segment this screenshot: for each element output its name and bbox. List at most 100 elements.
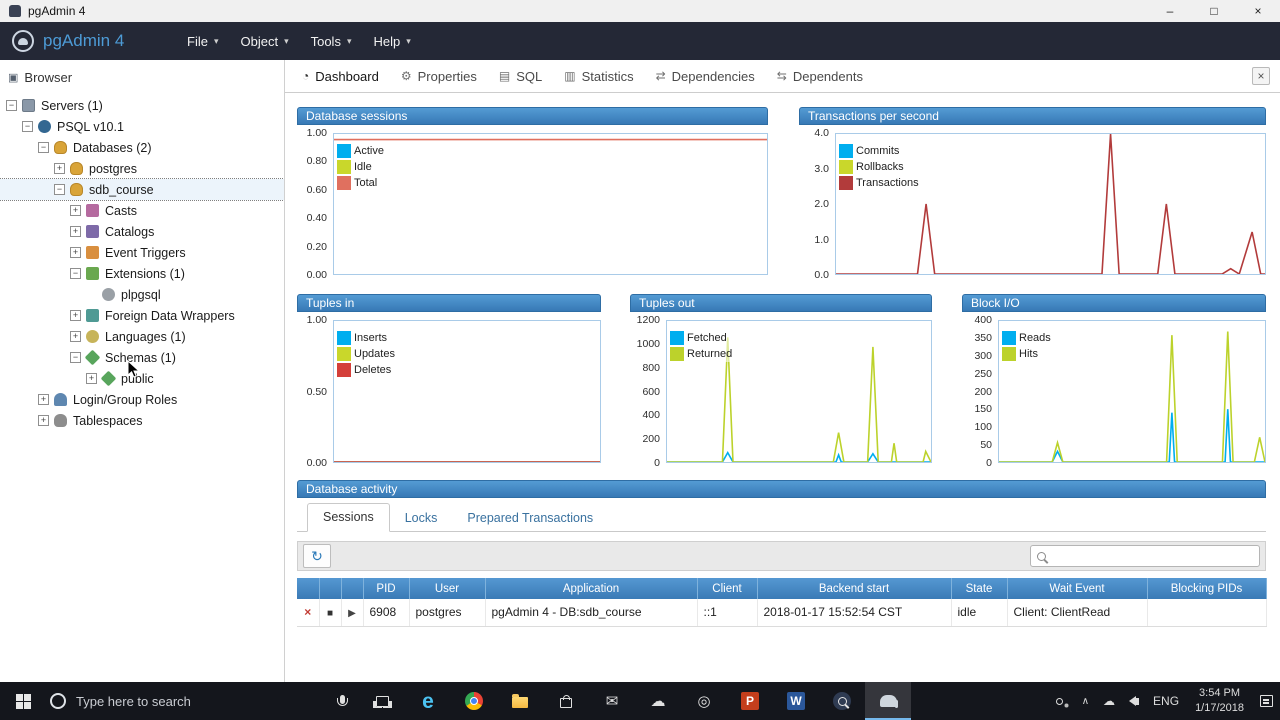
collapse-icon[interactable]: − [70, 352, 81, 363]
schema-icon [100, 370, 117, 387]
tree-item-postgres[interactable]: + postgres [0, 158, 284, 179]
tab-dependents[interactable]: ⇆ Dependents [766, 60, 874, 92]
taskbar-search[interactable]: Type here to search [46, 693, 338, 709]
expand-row-icon[interactable]: ▶ [348, 608, 356, 620]
tab-dependencies[interactable]: ⇄ Dependencies [645, 60, 766, 92]
activity-tab-locks[interactable]: Locks [404, 511, 438, 525]
column-header[interactable] [341, 578, 364, 599]
tree-item-schemas-1[interactable]: − Schemas (1) [0, 347, 284, 368]
legend-label: Fetched [687, 332, 727, 344]
column-header-user[interactable]: User [409, 578, 486, 599]
close-button[interactable]: × [1254, 4, 1262, 18]
chevron-up-icon[interactable]: ∧ [1081, 695, 1090, 707]
expand-icon[interactable]: + [38, 415, 49, 426]
collapse-icon[interactable]: − [38, 142, 49, 153]
terminate-session-icon[interactable]: × [304, 605, 312, 620]
tab-label: SQL [516, 68, 543, 84]
tab-dashboard[interactable]: ◔ Dashboard [291, 60, 390, 92]
legend-item: Deletes [337, 362, 396, 378]
menu-tools[interactable]: Tools ▾ [310, 33, 352, 49]
y-tick-label: 0.00 [306, 457, 327, 469]
taskbar-app-screen-record-icon[interactable]: ◎ [697, 692, 711, 710]
expand-icon[interactable]: + [70, 205, 81, 216]
taskbar-app-file-explorer-icon[interactable] [497, 682, 543, 720]
tree-item-event-triggers[interactable]: + Event Triggers [0, 242, 284, 263]
taskbar-app-word-icon[interactable]: W [773, 682, 819, 720]
tab-sql[interactable]: ▤ SQL [488, 60, 553, 92]
cancel-query-icon[interactable]: ■ [326, 608, 334, 620]
column-header-blocking-pids[interactable]: Blocking PIDs [1147, 578, 1267, 599]
tree-item-casts[interactable]: + Casts [0, 200, 284, 221]
expand-icon[interactable]: + [38, 394, 49, 405]
column-header-pid[interactable]: PID [363, 578, 410, 599]
clock[interactable]: 3:54 PM 1/17/2018 [1186, 686, 1253, 716]
collapse-icon[interactable]: − [6, 100, 17, 111]
cloud-icon[interactable]: ☁ [1103, 694, 1116, 708]
taskbar-app-edge-icon[interactable]: e [422, 689, 434, 713]
column-header-wait-event[interactable]: Wait Event [1007, 578, 1148, 599]
session-search-input[interactable] [1052, 547, 1253, 565]
collapse-icon[interactable]: − [70, 268, 81, 279]
table-row[interactable]: × ■ ▶ 6908 postgres pgAdmin 4 - DB:sdb_course… [297, 599, 1267, 627]
expand-icon[interactable]: + [86, 373, 97, 384]
menu-object[interactable]: Object ▾ [240, 33, 289, 49]
column-header[interactable] [297, 578, 320, 599]
tree-item-psql-v10-1[interactable]: − PSQL v10.1 [0, 116, 284, 137]
legend-swatch-icon [337, 160, 351, 174]
menu-help[interactable]: Help ▾ [373, 33, 411, 49]
maximize-button[interactable]: □ [1210, 4, 1218, 18]
taskbar-app-pgadmin-icon[interactable] [865, 682, 911, 720]
taskbar-app-search-app-icon[interactable] [819, 682, 865, 720]
tree-item-catalogs[interactable]: + Catalogs [0, 221, 284, 242]
column-header[interactable] [319, 578, 342, 599]
tree-item-databases-2[interactable]: − Databases (2) [0, 137, 284, 158]
taskbar-app-onedrive-icon[interactable]: ☁ [650, 692, 666, 710]
minimize-button[interactable]: – [1166, 4, 1174, 18]
tree-item-public[interactable]: + public [0, 368, 284, 389]
tree-item-foreign-data-wrappers[interactable]: + Foreign Data Wrappers [0, 305, 284, 326]
panel-close-button[interactable]: × [1252, 67, 1270, 85]
expand-icon[interactable]: + [70, 310, 81, 321]
language-indicator[interactable]: ENG [1153, 694, 1180, 708]
tree-item-servers-1[interactable]: − Servers (1) [0, 95, 284, 116]
taskbar-app-mail-icon[interactable]: ✉ [605, 692, 619, 710]
tab-properties[interactable]: ⚙ Properties [390, 60, 488, 92]
y-axis: 1.00 0.80 0.60 0.40 0.20 0.00 [297, 127, 333, 281]
tree-item-extensions-1[interactable]: − Extensions (1) [0, 263, 284, 284]
tree-item-plpgsql[interactable]: plpgsql [0, 284, 284, 305]
refresh-button[interactable]: ↻ [303, 544, 331, 568]
taskbar-app-task-view-icon[interactable] [359, 682, 405, 720]
tree-item-login-group-roles[interactable]: + Login/Group Roles [0, 389, 284, 410]
column-header-client[interactable]: Client [697, 578, 758, 599]
taskbar-app-store-icon[interactable] [543, 682, 589, 720]
column-header-backend-start[interactable]: Backend start [757, 578, 952, 599]
panel-block-i-o: Block I/O 400 350 300 250 200 150 100 50 0 Reads Hi… [962, 294, 1266, 469]
expand-icon[interactable]: + [54, 163, 65, 174]
tablespaces-icon [54, 414, 67, 427]
start-button[interactable] [0, 682, 46, 720]
microphone-icon[interactable] [337, 694, 348, 706]
menu-file[interactable]: File ▾ [187, 33, 219, 49]
volume-icon[interactable] [1122, 696, 1146, 706]
database-activity-panel: Database activity Sessions Locks Prepared … [297, 480, 1267, 627]
taskbar-app-chrome-icon[interactable] [451, 682, 497, 720]
column-header-application[interactable]: Application [485, 578, 698, 599]
window-title: pgAdmin 4 [28, 4, 86, 18]
legend-item: Active [337, 143, 388, 159]
expand-icon[interactable]: + [70, 331, 81, 342]
people-icon[interactable] [1049, 697, 1075, 705]
tree-item-tablespaces[interactable]: + Tablespaces [0, 410, 284, 431]
tree-item-sdb-course[interactable]: − sdb_course [0, 178, 284, 201]
tree-item-languages-1[interactable]: + Languages (1) [0, 326, 284, 347]
tab-statistics[interactable]: ▥ Statistics [553, 60, 644, 92]
expand-icon[interactable]: + [70, 226, 81, 237]
taskbar-app-powerpoint-icon[interactable]: P [727, 682, 773, 720]
expand-icon[interactable]: + [70, 247, 81, 258]
column-header-state[interactable]: State [951, 578, 1008, 599]
session-search[interactable] [1030, 545, 1260, 567]
activity-tab-sessions[interactable]: Sessions [307, 503, 390, 532]
action-center-icon[interactable] [1253, 695, 1280, 707]
activity-tab-prepared-transactions[interactable]: Prepared Transactions [467, 511, 594, 525]
collapse-icon[interactable]: − [54, 184, 65, 195]
collapse-icon[interactable]: − [22, 121, 33, 132]
